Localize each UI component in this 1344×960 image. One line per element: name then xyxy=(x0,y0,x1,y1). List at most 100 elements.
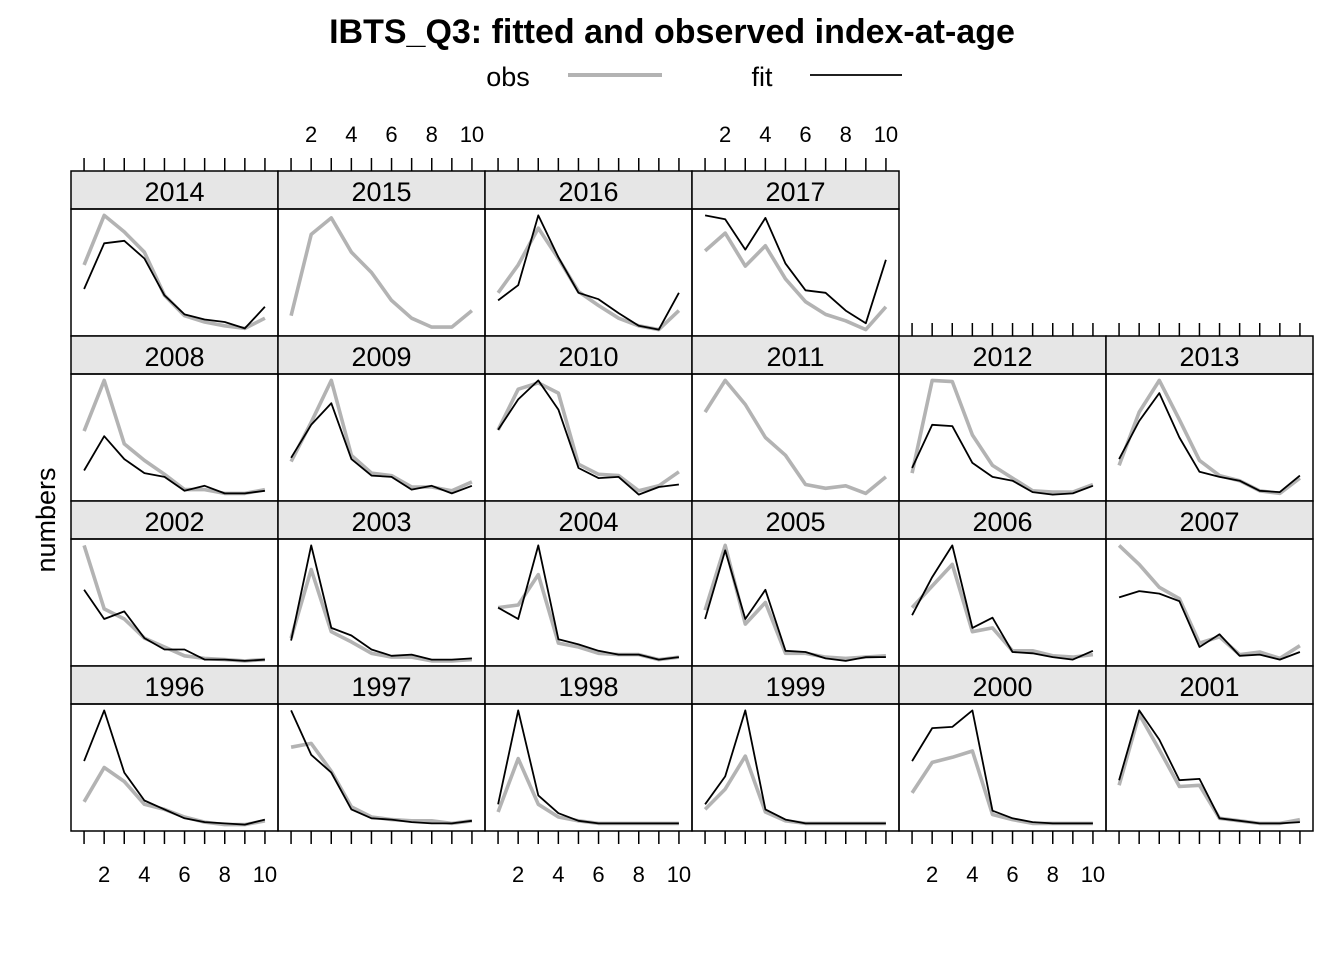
strip-2004 xyxy=(484,500,693,540)
strip-2015 xyxy=(277,170,486,210)
x-tick-label-top-c3: 4 xyxy=(759,122,771,147)
plot-area-2011 xyxy=(691,373,900,502)
panel-2017: 2017 xyxy=(691,170,900,337)
strip-label-2010: 2010 xyxy=(558,342,618,372)
plot-area-2007 xyxy=(1105,538,1314,667)
panel-1999: 1999 xyxy=(691,665,900,832)
strip-label-1997: 1997 xyxy=(351,672,411,702)
obs-line-2014 xyxy=(82,213,266,331)
strip-1999 xyxy=(691,665,900,705)
obs-line-2010 xyxy=(496,381,680,493)
strip-label-2015: 2015 xyxy=(351,177,411,207)
x-tick-label-top-c1: 8 xyxy=(426,122,438,147)
panel-2000: 2000 xyxy=(898,665,1107,832)
fit-line-2002 xyxy=(83,589,265,662)
obs-line-1999 xyxy=(703,754,886,826)
strip-label-2016: 2016 xyxy=(558,177,618,207)
obs-line-2002 xyxy=(82,544,266,663)
strip-2017 xyxy=(691,170,900,210)
fit-line-2017 xyxy=(704,214,887,325)
obs-line-1998 xyxy=(496,756,679,826)
x-tick-label-bottom-c0: 6 xyxy=(178,862,190,887)
strip-2005 xyxy=(691,500,900,540)
fit-line-2012 xyxy=(911,423,1094,496)
chart-title: IBTS_Q3: fitted and observed index-at-ag… xyxy=(329,13,1015,51)
fit-line-2010 xyxy=(497,379,680,496)
panel-2001: 2001 xyxy=(1105,665,1314,832)
panel-2006: 2006 xyxy=(898,500,1107,667)
strip-label-2012: 2012 xyxy=(972,342,1032,372)
strip-1996 xyxy=(70,665,279,705)
panel-2008: 2008 xyxy=(70,335,279,502)
panel-2014: 2014 xyxy=(70,170,279,337)
fit-line-1999 xyxy=(704,709,886,825)
x-tick-label-bottom-c4: 6 xyxy=(1006,862,1018,887)
plot-area-2001 xyxy=(1105,703,1314,832)
panel-2005: 2005 xyxy=(691,500,900,667)
panel-2016: 2016 xyxy=(484,170,693,337)
panel-2010: 2010 xyxy=(484,335,693,502)
x-tick-label-top-c3: 10 xyxy=(874,122,898,147)
panel-1998: 1998 xyxy=(484,665,693,832)
obs-line-2012 xyxy=(910,378,1094,494)
obs-line-2005 xyxy=(703,543,887,661)
fit-line-2006 xyxy=(911,544,1094,661)
obs-line-2013 xyxy=(1117,378,1301,496)
strip-label-2009: 2009 xyxy=(351,342,411,372)
x-tick-label-top-c3: 8 xyxy=(840,122,852,147)
obs-line-1996 xyxy=(82,765,266,827)
strip-label-2003: 2003 xyxy=(351,507,411,537)
x-tick-label-bottom-c2: 6 xyxy=(592,862,604,887)
legend: obs fit xyxy=(486,62,902,92)
strip-label-2017: 2017 xyxy=(765,177,825,207)
panel-1996: 1996 xyxy=(70,665,279,832)
x-tick-label-top-c3: 2 xyxy=(719,122,731,147)
x-tick-label-bottom-c4: 2 xyxy=(926,862,938,887)
fit-line-2005 xyxy=(704,549,886,662)
x-tick-label-top-c3: 6 xyxy=(799,122,811,147)
x-tick-label-bottom-c2: 4 xyxy=(552,862,564,887)
fit-line-2009 xyxy=(290,402,473,495)
obs-line-2006 xyxy=(910,562,1094,659)
panel-2002: 2002 xyxy=(70,500,279,667)
x-tick-label-bottom-c2: 10 xyxy=(667,862,691,887)
panel-2007: 2007 xyxy=(1105,500,1314,667)
plot-area-2006 xyxy=(898,538,1107,667)
fit-line-2003 xyxy=(290,544,472,661)
x-tick-label-bottom-c0: 4 xyxy=(138,862,150,887)
strip-1998 xyxy=(484,665,693,705)
fit-line-1997 xyxy=(290,710,473,825)
strip-label-2007: 2007 xyxy=(1179,507,1239,537)
x-tick-label-top-c1: 6 xyxy=(385,122,397,147)
strip-label-2006: 2006 xyxy=(972,507,1032,537)
strip-label-1998: 1998 xyxy=(558,672,618,702)
obs-line-2001 xyxy=(1117,712,1301,826)
panel-1997: 1997 xyxy=(277,665,486,832)
strip-label-2011: 2011 xyxy=(766,342,824,372)
panel-2012: 2012 xyxy=(898,335,1107,502)
plot-area-2016 xyxy=(484,208,693,337)
strip-2016 xyxy=(484,170,693,210)
x-tick-label-top-c1: 4 xyxy=(345,122,357,147)
fit-line-1998 xyxy=(497,709,679,825)
strip-label-1996: 1996 xyxy=(144,672,204,702)
fit-line-2008 xyxy=(83,435,266,495)
obs-line-2011 xyxy=(703,378,888,496)
strip-2001 xyxy=(1105,665,1314,705)
x-tick-label-bottom-c2: 8 xyxy=(633,862,645,887)
strip-label-2008: 2008 xyxy=(144,342,204,372)
panel-grid: 2014 2015 2016 2017 2008 2009 2010 2011 2012 2013… xyxy=(70,170,1314,832)
plot-area-2014 xyxy=(70,208,279,337)
legend-label-obs: obs xyxy=(486,62,530,92)
plot-area-2009 xyxy=(277,373,486,502)
x-tick-label-bottom-c4: 4 xyxy=(966,862,978,887)
x-tick-label-bottom-c0: 10 xyxy=(253,862,277,887)
strip-label-2002: 2002 xyxy=(144,507,204,537)
strip-2007 xyxy=(1105,500,1314,540)
obs-line-2008 xyxy=(82,378,266,496)
strip-label-2004: 2004 xyxy=(558,507,618,537)
panel-2013: 2013 xyxy=(1105,335,1314,502)
strip-2011 xyxy=(691,335,900,375)
x-tick-label-bottom-c0: 8 xyxy=(219,862,231,887)
